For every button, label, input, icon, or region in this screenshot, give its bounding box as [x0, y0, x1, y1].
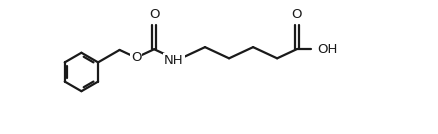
- Text: NH: NH: [164, 55, 184, 68]
- Text: O: O: [131, 51, 141, 64]
- Text: OH: OH: [318, 43, 338, 56]
- Text: O: O: [149, 8, 159, 21]
- Text: O: O: [291, 8, 302, 21]
